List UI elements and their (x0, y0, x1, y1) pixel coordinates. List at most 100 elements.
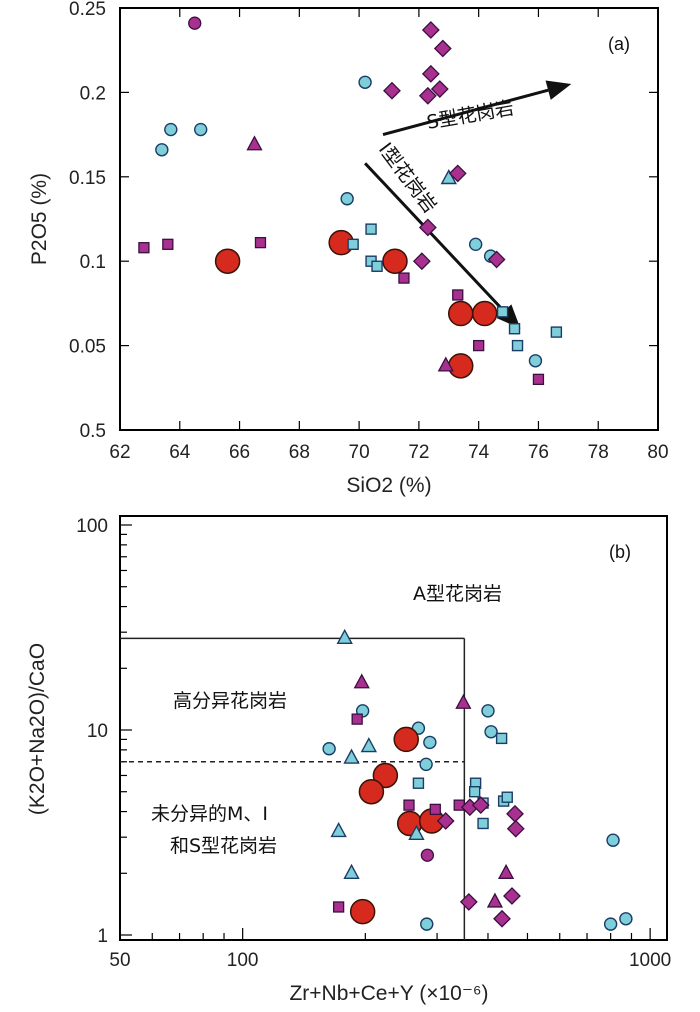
x-tick-label-a: 76 (528, 442, 549, 463)
data-point-circle-cyan (419, 757, 433, 772)
data-point-square-cyan (477, 817, 489, 830)
data-point-circle-cyan (420, 917, 434, 931)
y-tick-label-b: 1 (97, 926, 108, 947)
data-point-square-purple (473, 339, 485, 352)
data-point-triangle-cyan (408, 824, 425, 840)
data-point-square-purple (398, 272, 410, 284)
data-point-triangle-cyan (336, 628, 353, 645)
data-point-diamond-purple (493, 909, 511, 928)
data-point-square-purple (532, 373, 545, 386)
data-point-triangle-cyan (360, 737, 377, 753)
x-axis-label-a: SiO2 (%) (346, 474, 431, 497)
data-point-diamond-purple (412, 252, 431, 271)
data-point-square-cyan (508, 323, 521, 335)
y-axis-label-b: (K2O+Na2O)/CaO (26, 643, 49, 815)
data-point-diamond-purple (418, 86, 437, 105)
data-point-circle-cyan (484, 725, 498, 739)
data-point-square-purple (138, 242, 150, 254)
panel-label-a: (a) (608, 34, 630, 54)
data-point-square-cyan (495, 732, 508, 745)
y-tick-label-b: 10 (87, 721, 108, 742)
data-point-diamond-purple (506, 819, 525, 838)
arrow-shaft (363, 162, 506, 313)
data-point-circle-purple (420, 848, 435, 862)
data-point-square-purple (429, 803, 441, 816)
x-tick-label-b: 100 (227, 950, 259, 971)
data-point-square-cyan (496, 306, 509, 318)
data-point-diamond-purple (506, 804, 524, 823)
x-tick-label-a: 64 (169, 442, 191, 463)
y-tick-label-a: 0.05 (69, 337, 106, 358)
unfractionated-field-label-1: 未分异的M、I (151, 803, 268, 825)
data-point-square-purple (332, 901, 345, 913)
x-tick-label-a: 72 (408, 442, 429, 463)
panel-b: 50 100 1000 1 10 100 Zr+Nb+Ce+Y (×10⁻⁶) (K2O… (26, 515, 671, 1005)
a-type-field-label: A型花岗岩 (413, 583, 502, 605)
data-point-triangle-purple (246, 135, 263, 151)
x-ticks-a: 62 64 66 68 70 72 74 76 78 80 (109, 8, 669, 463)
data-point-diamond-purple (421, 64, 440, 83)
x-tick-label-a: 78 (588, 442, 609, 463)
x-tick-label-b: 50 (109, 950, 130, 971)
panel-a: 62 64 66 68 70 72 74 76 78 80 0.50.050.10.150.20.… (28, 0, 669, 497)
data-point-diamond-purple (430, 80, 449, 98)
data-point-triangle-cyan (330, 821, 347, 838)
y-tick-label-a: 0.25 (69, 0, 106, 20)
y-tick-label-a: 0.1 (80, 252, 106, 273)
data-point-square-cyan (371, 260, 383, 272)
x-tick-label-b: 1000 (629, 950, 671, 971)
data-point-square-cyan (501, 791, 513, 803)
x-tick-label-a: 66 (229, 442, 250, 463)
data-point-circle-cyan (155, 143, 169, 157)
data-point-diamond-purple (418, 218, 437, 237)
i-type-label: I型花岗岩 (374, 139, 441, 217)
data-point-circle-cyan (528, 354, 543, 368)
data-point-circle-red (372, 762, 399, 789)
data-point-circle-cyan (468, 237, 483, 252)
data-point-square-cyan (550, 326, 563, 338)
x-tick-label-a: 68 (289, 442, 310, 463)
data-point-circle-cyan (606, 833, 620, 847)
y-tick-label-b: 100 (76, 516, 108, 537)
points-a (138, 16, 563, 386)
data-point-circle-cyan (164, 122, 178, 137)
data-point-circle-red (358, 778, 385, 805)
data-point-triangle-purple (497, 863, 515, 879)
data-point-square-cyan (468, 786, 481, 798)
y-ticks-b: 1 10 100 (76, 516, 132, 947)
data-point-diamond-purple (448, 164, 467, 183)
data-point-diamond-purple (487, 250, 506, 269)
data-point-square-cyan (412, 777, 425, 789)
data-point-triangle-purple (437, 356, 454, 372)
data-point-triangle-cyan (440, 169, 457, 185)
data-point-diamond-purple (421, 21, 440, 39)
data-point-circle-cyan (481, 704, 495, 718)
data-point-circle-cyan (340, 192, 354, 206)
data-point-circle-purple (188, 16, 202, 30)
data-point-diamond-purple (471, 796, 490, 815)
y-ticks-a: 0.5 0.05 0.1 0.15 0.2 0.25 (69, 0, 658, 442)
field-boundaries-b (120, 637, 466, 940)
data-point-square-purple (162, 238, 174, 250)
x-axis-label-b: Zr+Nb+Ce+Y (×10⁻⁶) (289, 982, 488, 1005)
x-tick-label-a: 70 (349, 442, 370, 463)
data-point-square-purple (254, 236, 267, 249)
arrow-head (545, 80, 572, 100)
data-point-square-cyan (511, 339, 524, 352)
data-point-triangle-purple (455, 693, 472, 709)
y-tick-label-a: 0.15 (69, 168, 106, 189)
y-tick-label-a: 0.5 (80, 421, 106, 442)
data-point-square-cyan (365, 223, 377, 235)
data-point-square-purple (403, 799, 415, 811)
data-point-circle-cyan (619, 912, 633, 926)
unfractionated-field-label-2: 和S型花岗岩 (170, 835, 277, 857)
points-b (322, 628, 633, 931)
plot-frame-b (119, 515, 668, 941)
x-ticks-b: 50 100 1000 (109, 928, 671, 971)
data-point-circle-red (393, 726, 419, 753)
data-point-circle-red (349, 898, 376, 925)
y-axis-label-a: P2O5 (%) (28, 173, 51, 265)
data-point-triangle-cyan (343, 748, 360, 764)
data-point-triangle-purple (353, 673, 370, 689)
